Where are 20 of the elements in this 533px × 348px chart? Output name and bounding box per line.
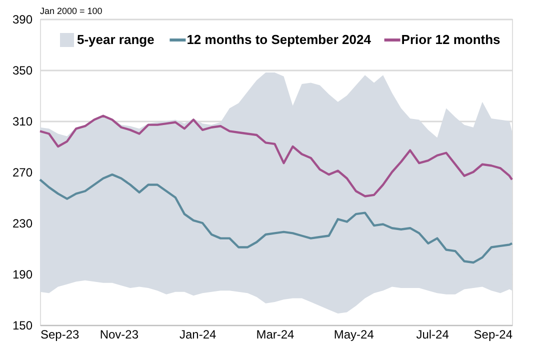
y-tick-label: 190 <box>12 268 33 282</box>
y-tick-label: 310 <box>12 114 33 128</box>
x-tick-label: Mar-24 <box>256 328 295 342</box>
x-tick-label: Sep-24 <box>474 328 513 342</box>
y-tick-label: 390 <box>12 12 33 26</box>
x-tick-label: Jul-24 <box>416 328 450 342</box>
x-tick-label: May-24 <box>334 328 374 342</box>
text: Jan 2000 = 100 <box>40 6 102 16</box>
x-tick-label: Sep-23 <box>40 328 80 342</box>
y-tick-label: 270 <box>12 166 33 180</box>
legend-label: Prior 12 months <box>401 32 500 47</box>
y-tick-label: 230 <box>12 216 33 230</box>
line-series <box>38 173 514 264</box>
x-tick-label: Jan-24 <box>179 328 216 342</box>
legend-label: 5-year range <box>77 32 154 47</box>
line-series <box>38 114 514 198</box>
y-tick-label: 350 <box>12 64 33 78</box>
y-tick-label: 150 <box>12 318 33 332</box>
x-tick-label: Nov-23 <box>100 328 139 342</box>
legend-label: 12 months to September 2024 <box>186 32 372 47</box>
